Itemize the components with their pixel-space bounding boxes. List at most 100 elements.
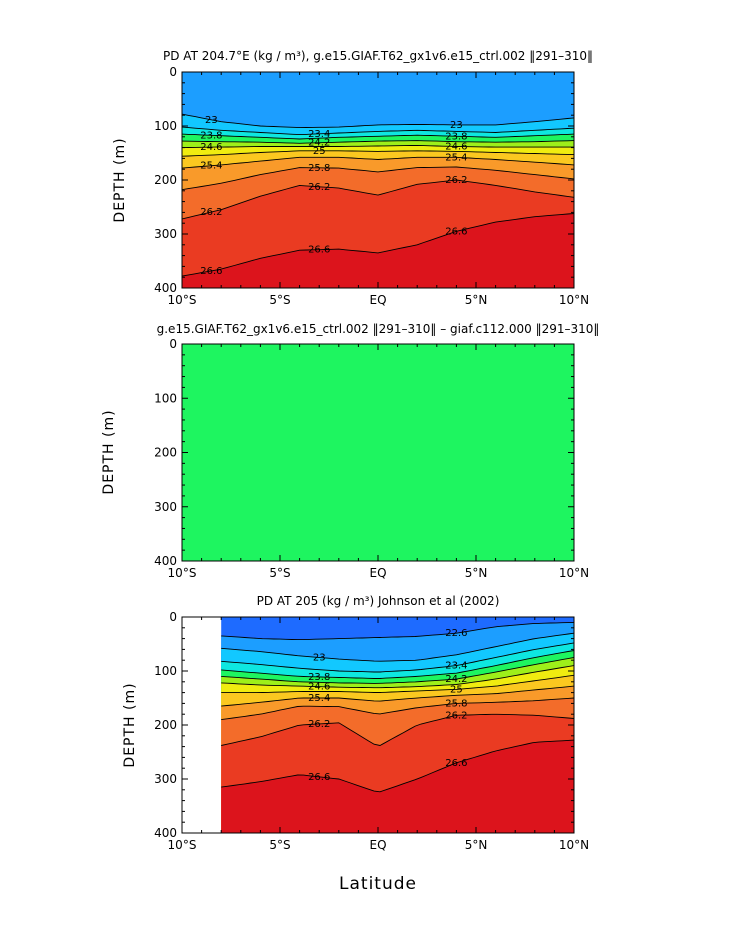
isopycnal-line — [182, 140, 574, 144]
panel-top-contour-labels: 23 23 23.4 23.8 23.8 24.2 24.6 24.6 25 25.4 25.4 25… — [200, 115, 467, 277]
contour-label: 26.6 — [308, 245, 330, 256]
panel-top-fill — [182, 72, 574, 288]
isopycnal-line — [221, 632, 574, 662]
y-tick-label: 100 — [154, 119, 177, 133]
contour-label: 26.2 — [308, 719, 330, 730]
x-tick-label: 10°N — [559, 293, 589, 307]
y-tick-label: 0 — [169, 65, 177, 79]
y-tick-label: 0 — [169, 337, 177, 351]
contour-label: 26.6 — [200, 266, 222, 277]
contour-label: 23.4 — [308, 129, 330, 140]
isopycnal-line — [221, 739, 574, 793]
y-tick-label: 300 — [154, 500, 177, 514]
x-tick-label: 10°N — [559, 838, 589, 852]
x-tick-label: EQ — [369, 293, 386, 307]
contour-label: 25.8 — [445, 698, 467, 709]
panel-middle-fill — [182, 344, 574, 561]
isopycnal-line — [182, 179, 574, 220]
panel-top-ylabel: DEPTH (m) — [112, 137, 128, 222]
contour-label: 26.6 — [308, 772, 330, 783]
isopycnal-line — [182, 144, 574, 149]
isopycnal-line — [221, 657, 574, 684]
panel-bottom-ylabel: DEPTH (m) — [122, 682, 138, 767]
density-band — [182, 213, 574, 288]
x-axis-label: Latitude — [339, 874, 417, 894]
contour-label: 26.6 — [445, 758, 467, 769]
contour-label: 23.4 — [445, 661, 467, 672]
panel-top: PD AT 204.7°E (kg / m³), g.e15.GIAF.T62_… — [112, 49, 593, 307]
isopycnal-line — [182, 156, 574, 169]
isopycnal-line — [221, 697, 574, 721]
isopycnal-line — [221, 642, 574, 673]
y-tick-label: 400 — [154, 826, 177, 840]
panel-middle: g.e15.GIAF.T62_gx1v6.e15_ctrl.002 ‖291–3… — [101, 322, 599, 580]
isopycnal-line — [182, 133, 574, 140]
contour-label: 24.6 — [445, 142, 467, 153]
isopycnal-line — [182, 166, 574, 191]
contour-label: 25 — [450, 684, 463, 695]
x-tick-label: 5°S — [269, 293, 290, 307]
contour-label: 23.8 — [200, 130, 222, 141]
panel-top-title: PD AT 204.7°E (kg / m³), g.e15.GIAF.T62_… — [163, 49, 593, 63]
y-tick-label: 200 — [154, 718, 177, 732]
contour-label: 24.2 — [308, 138, 330, 149]
contour-label: 23.8 — [445, 131, 467, 142]
isopycnal-line — [182, 150, 574, 157]
contour-label: 26.2 — [445, 175, 467, 186]
contour-label: 25.4 — [308, 693, 330, 704]
x-tick-label: EQ — [369, 838, 386, 852]
x-tick-label: 5°S — [269, 838, 290, 852]
y-tick-label: 300 — [154, 227, 177, 241]
contour-label: 26.2 — [200, 207, 222, 218]
contour-label: 25 — [313, 146, 326, 157]
y-tick-label: 200 — [154, 173, 177, 187]
x-tick-label: 10°S — [168, 293, 197, 307]
y-tick-label: 300 — [154, 772, 177, 786]
contour-label: 25.8 — [308, 163, 330, 174]
y-tick-label: 100 — [154, 391, 177, 405]
contour-label: 26.2 — [445, 710, 467, 721]
contour-label: 23 — [450, 120, 463, 131]
y-tick-label: 0 — [169, 610, 177, 624]
contour-label: 25.4 — [200, 161, 222, 172]
panel-bottom-axes: 10°S 5°S EQ 5°N 10°N 0 100 200 300 400 — [154, 610, 589, 852]
isopycnal-line — [182, 113, 574, 129]
contour-label: 24.6 — [308, 682, 330, 693]
isopycnal-line — [182, 213, 574, 277]
y-tick-label: 200 — [154, 446, 177, 460]
panel-top-contours — [182, 113, 574, 277]
panel-middle-title: g.e15.GIAF.T62_gx1v6.e15_ctrl.002 ‖291–3… — [157, 322, 600, 336]
contour-label: 26.6 — [445, 226, 467, 237]
density-band — [221, 740, 574, 833]
y-tick-label: 400 — [154, 554, 177, 568]
contour-label: 22.6 — [445, 628, 467, 639]
panel-bottom: PD AT 205 (kg / m³) Johnson et al (2002)… — [122, 594, 589, 894]
panel-bottom-fill — [221, 617, 574, 833]
x-tick-label: 5°N — [465, 838, 488, 852]
contour-label: 26.2 — [308, 182, 330, 193]
x-tick-label: 10°S — [168, 838, 197, 852]
contour-label: 24.6 — [200, 142, 222, 153]
x-tick-label: 10°S — [168, 566, 197, 580]
isopycnal-line — [221, 650, 574, 679]
isopycnal-line — [221, 685, 574, 707]
contour-label: 24.2 — [445, 674, 467, 685]
isopycnal-line — [221, 621, 574, 641]
contour-label: 23 — [205, 115, 218, 126]
contour-label: 23 — [313, 653, 326, 664]
y-tick-label: 400 — [154, 281, 177, 295]
isopycnal-line — [182, 126, 574, 136]
contour-label: 25.4 — [445, 152, 467, 163]
x-tick-label: 10°N — [559, 566, 589, 580]
panel-middle-ylabel: DEPTH (m) — [101, 409, 117, 494]
x-tick-label: EQ — [369, 566, 386, 580]
panel-middle-axes: 10°S 5°S EQ 5°N 10°N 0 100 200 300 400 — [154, 337, 589, 580]
isopycnal-line — [221, 713, 574, 746]
contour-label: 23.8 — [308, 672, 330, 683]
panel-bottom-contours — [221, 621, 574, 793]
isopycnal-line — [221, 665, 574, 689]
x-tick-label: 5°N — [465, 293, 488, 307]
panel-top-axes: 10°S 5°S EQ 5°N 10°N 0 100 200 300 400 — [154, 65, 589, 307]
